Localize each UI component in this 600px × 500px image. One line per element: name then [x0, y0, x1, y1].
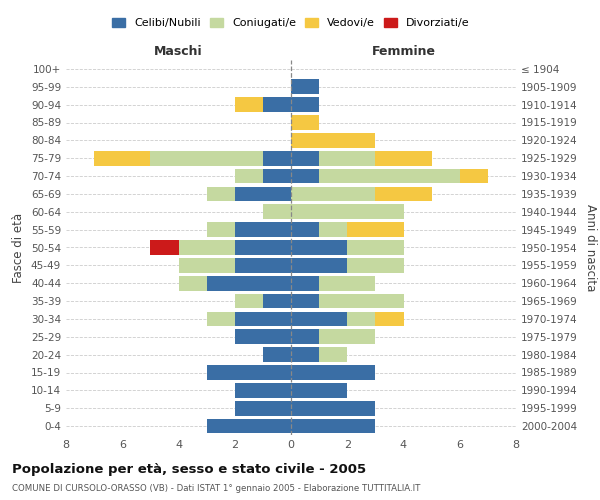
Bar [151, 240, 179, 255]
Bar [291, 348, 319, 362]
Bar [291, 133, 376, 148]
Bar [179, 240, 235, 255]
Bar [319, 222, 347, 237]
Bar [235, 383, 291, 398]
Bar [319, 348, 347, 362]
Text: Popolazione per età, sesso e stato civile - 2005: Popolazione per età, sesso e stato civil… [12, 462, 366, 475]
Bar [376, 312, 404, 326]
Bar [291, 80, 319, 94]
Bar [179, 276, 206, 290]
Bar [206, 312, 235, 326]
Bar [235, 258, 291, 272]
Bar [347, 222, 404, 237]
Bar [235, 294, 263, 308]
Bar [291, 401, 376, 415]
Bar [291, 168, 319, 184]
Bar [179, 258, 235, 272]
Bar [319, 294, 404, 308]
Bar [347, 258, 404, 272]
Bar [347, 312, 376, 326]
Bar [151, 151, 263, 166]
Bar [235, 168, 263, 184]
Y-axis label: Fasce di età: Fasce di età [13, 212, 25, 282]
Bar [291, 294, 319, 308]
Bar [460, 168, 488, 184]
Text: Maschi: Maschi [154, 45, 203, 58]
Y-axis label: Anni di nascita: Anni di nascita [584, 204, 597, 291]
Bar [291, 418, 376, 434]
Bar [206, 365, 291, 380]
Bar [235, 401, 291, 415]
Bar [291, 98, 319, 112]
Bar [263, 98, 291, 112]
Bar [319, 151, 376, 166]
Bar [319, 168, 460, 184]
Bar [291, 383, 347, 398]
Bar [291, 312, 347, 326]
Bar [291, 330, 319, 344]
Bar [291, 365, 376, 380]
Bar [291, 258, 347, 272]
Bar [376, 186, 431, 201]
Bar [235, 222, 291, 237]
Bar [291, 186, 376, 201]
Bar [263, 294, 291, 308]
Bar [235, 312, 291, 326]
Bar [263, 348, 291, 362]
Bar [291, 276, 319, 290]
Bar [206, 222, 235, 237]
Bar [291, 115, 319, 130]
Bar [263, 168, 291, 184]
Bar [291, 204, 404, 219]
Bar [291, 222, 319, 237]
Bar [235, 98, 263, 112]
Text: Femmine: Femmine [371, 45, 436, 58]
Bar [235, 186, 291, 201]
Bar [235, 330, 291, 344]
Bar [319, 330, 376, 344]
Bar [291, 151, 319, 166]
Bar [319, 276, 376, 290]
Bar [235, 240, 291, 255]
Bar [376, 151, 431, 166]
Bar [206, 418, 291, 434]
Bar [206, 186, 235, 201]
Text: COMUNE DI CURSOLO-ORASSO (VB) - Dati ISTAT 1° gennaio 2005 - Elaborazione TUTTIT: COMUNE DI CURSOLO-ORASSO (VB) - Dati IST… [12, 484, 421, 493]
Bar [347, 240, 404, 255]
Bar [291, 240, 347, 255]
Bar [263, 204, 291, 219]
Legend: Celibi/Nubili, Coniugati/e, Vedovi/e, Divorziati/e: Celibi/Nubili, Coniugati/e, Vedovi/e, Di… [108, 13, 474, 32]
Bar [263, 151, 291, 166]
Bar [94, 151, 151, 166]
Bar [206, 276, 291, 290]
